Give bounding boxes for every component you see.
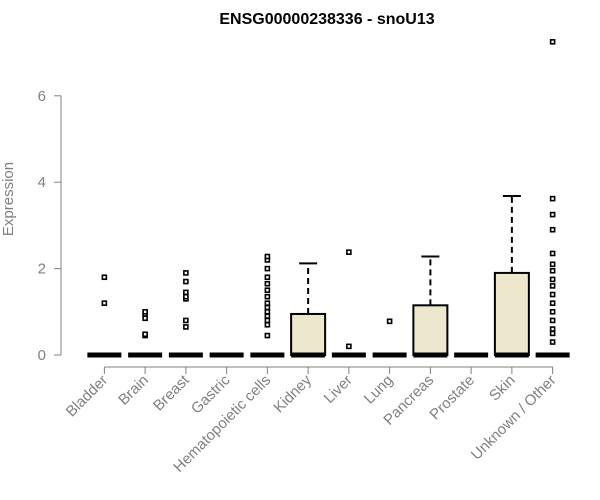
outlier-point [549,261,556,268]
outlier-point [549,38,556,45]
outlier-point [101,274,108,281]
outlier-point [264,293,271,300]
x-tick-label: Skin [486,372,519,405]
x-tick-label: Lung [361,372,397,408]
outlier-point [549,308,556,315]
outlier-point [183,324,189,330]
outlier-point [264,321,271,328]
outlier-point [346,343,352,350]
x-tick-label: Liver [321,372,356,407]
outlier-point [142,331,148,338]
box [493,271,530,357]
x-axis [103,366,554,374]
outlier-point [549,317,556,324]
y-axis-label: Expression [0,162,17,236]
outlier-point [183,270,189,276]
box-group [412,255,449,358]
outlier-point [549,226,556,233]
x-tick-label: Kidney [270,371,315,416]
outlier-point [549,276,556,283]
box-group [493,195,530,358]
x-tick-label: Bladder [63,372,112,421]
outlier-point [346,249,352,255]
x-tick-label: Prostate [426,372,478,424]
outlier-point [183,278,189,285]
box-group [331,249,366,358]
box [290,312,327,356]
outlier-point [142,315,148,322]
box [412,304,449,357]
outlier-point [264,300,271,306]
chart-title: ENSG00000238336 - snoU13 [219,11,434,28]
outlier-point [264,253,271,260]
box-group [128,308,163,358]
outlier-point [549,283,556,289]
outlier-point [264,308,271,315]
outlier-point [386,318,393,325]
box-group [168,270,203,358]
y-tick-label: 6 [38,88,46,105]
box-group [250,253,285,358]
x-tick-label: Brain [115,372,152,409]
outlier-point [549,211,556,218]
outlier-point [264,313,271,319]
outlier-point [264,332,271,339]
y-tick-label: 2 [38,261,46,278]
outlier-point [183,289,189,296]
outlier-point [549,326,556,332]
outlier-point [549,291,556,298]
y-tick-label: 0 [38,347,46,364]
outlier-point [549,267,556,274]
outlier-point [264,317,271,324]
outlier-point [549,330,556,337]
outlier-point [183,293,189,300]
box-series [87,38,570,358]
outlier-point [264,287,271,294]
outlier-point [264,274,271,281]
outlier-point [549,195,556,202]
outlier-point [183,317,189,324]
y-axis: 0 2 4 6 [38,88,62,364]
box-group [535,38,570,358]
outlier-point [264,265,271,272]
outlier-point [549,250,556,257]
outlier-point [549,300,556,306]
box-group [290,262,327,358]
outlier-point [264,280,271,287]
box-group [372,318,407,358]
outlier-point [101,300,108,306]
outlier-point [549,339,556,345]
outlier-point [142,308,148,315]
y-tick-label: 4 [38,174,46,191]
outlier-point [264,304,271,311]
box-group [87,274,122,358]
x-tick-label: Breast [150,371,193,414]
